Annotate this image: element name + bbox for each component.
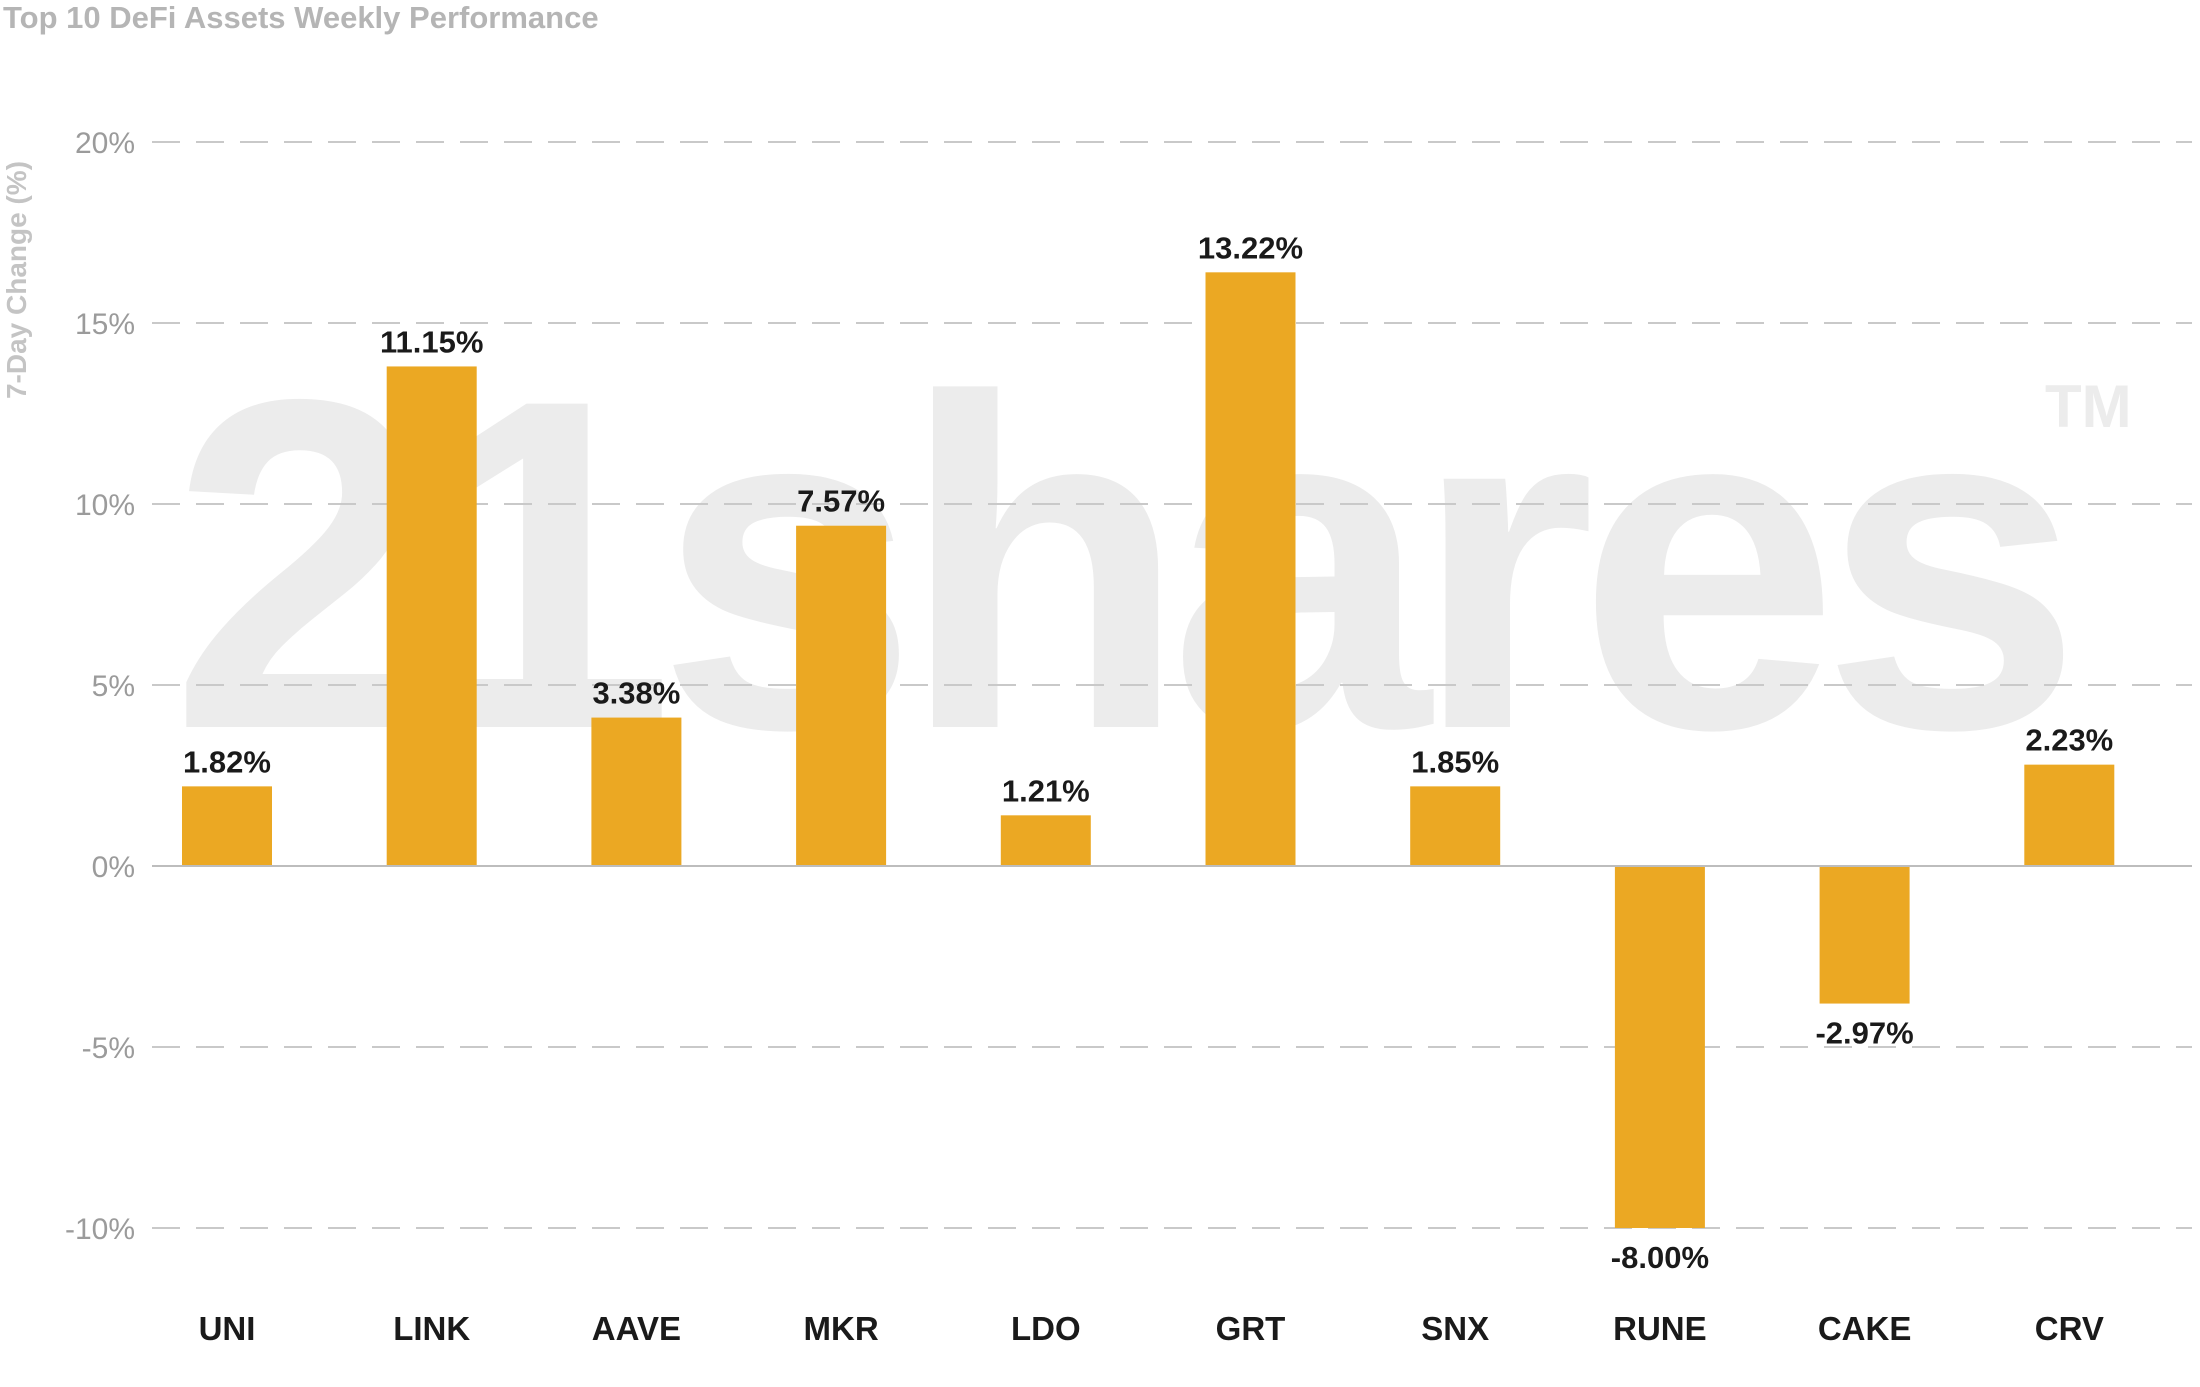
category-label-mkr: MKR — [804, 1310, 879, 1347]
bar-crv — [2024, 764, 2115, 866]
bar-aave — [591, 717, 682, 866]
watermark-trademark: TM — [2045, 373, 2132, 440]
data-label-link: 11.15% — [380, 324, 483, 359]
bar-link — [386, 366, 477, 866]
category-label-aave: AAVE — [592, 1310, 681, 1347]
category-label-uni: UNI — [199, 1310, 256, 1347]
y-tick-label: 5% — [92, 670, 135, 703]
y-tick-label: 15% — [75, 308, 135, 341]
category-label-ldo: LDO — [1011, 1310, 1081, 1347]
category-label-rune: RUNE — [1613, 1310, 1707, 1347]
data-label-cake: -2.97% — [1815, 1016, 1913, 1051]
data-label-mkr: 7.57% — [797, 484, 885, 519]
y-tick-label: 10% — [75, 489, 135, 522]
y-tick-label: -10% — [65, 1213, 135, 1246]
watermark-logo: 21shares — [170, 302, 2082, 827]
grid-lines — [152, 141, 2192, 1229]
bar-ldo — [1000, 815, 1091, 866]
data-label-aave: 3.38% — [592, 676, 680, 711]
y-tick-label: -5% — [82, 1032, 135, 1065]
data-label-rune: -8.00% — [1611, 1240, 1709, 1275]
category-label-cake: CAKE — [1818, 1310, 1912, 1347]
chart-title: Top 10 DeFi Assets Weekly Performance — [3, 0, 599, 35]
category-label-crv: CRV — [2035, 1310, 2104, 1347]
y-tick-label: 20% — [75, 127, 135, 160]
data-label-crv: 2.23% — [2025, 723, 2113, 758]
bar-grt — [1205, 272, 1296, 866]
y-tick-labels: 20% 15% 10% 5% 0% -5% -10% — [65, 127, 135, 1246]
bars — [182, 272, 2115, 1228]
y-tick-label: 0% — [92, 851, 135, 884]
data-label-grt: 13.22% — [1198, 230, 1303, 265]
data-labels: 1.82% 11.15% 3.38% 7.57% 1.21% 13.22% 1.85% -8.… — [183, 230, 2113, 1275]
data-label-snx: 1.85% — [1411, 744, 1499, 779]
bar-rune — [1614, 866, 1705, 1228]
category-label-grt: GRT — [1216, 1310, 1286, 1347]
data-label-uni: 1.82% — [183, 744, 271, 779]
category-label-snx: SNX — [1421, 1310, 1489, 1347]
bar-mkr — [796, 525, 887, 866]
data-label-ldo: 1.21% — [1002, 773, 1090, 808]
bar-snx — [1410, 786, 1501, 866]
bar-uni — [182, 786, 272, 866]
bar-cake — [1819, 866, 1910, 1004]
category-label-link: LINK — [393, 1310, 470, 1347]
category-labels: UNI LINK AAVE MKR LDO GRT SNX RUNE CAKE CRV — [199, 1310, 2104, 1347]
